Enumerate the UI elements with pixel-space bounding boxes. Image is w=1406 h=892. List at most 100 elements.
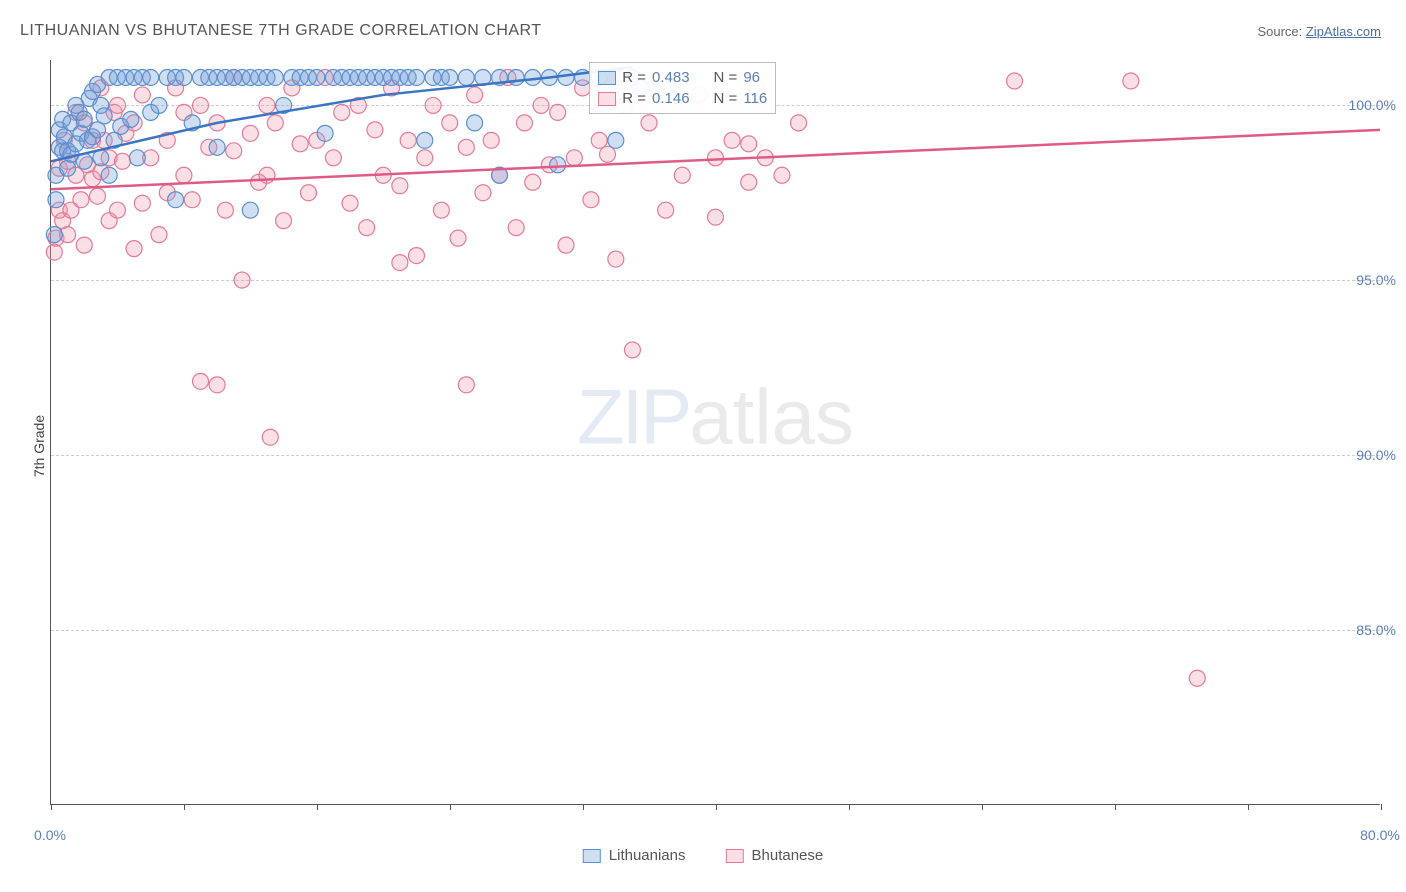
n-label: N = (714, 90, 738, 107)
scatter-point-bhutanese (1007, 73, 1023, 89)
r-value: 0.146 (652, 90, 690, 107)
scatter-point-lithuanians (442, 69, 458, 85)
scatter-point-lithuanians (467, 115, 483, 131)
plot-area: ZIPatlas R = 0.483N = 96R = 0.146N = 116 (50, 60, 1380, 805)
scatter-point-bhutanese (442, 115, 458, 131)
y-tick-label: 100.0% (1349, 97, 1396, 113)
scatter-point-bhutanese (508, 220, 524, 236)
scatter-point-bhutanese (234, 272, 250, 288)
scatter-point-bhutanese (475, 185, 491, 201)
scatter-point-bhutanese (400, 132, 416, 148)
legend-label: Bhutanese (752, 847, 824, 864)
scatter-point-lithuanians (168, 192, 184, 208)
scatter-point-bhutanese (342, 195, 358, 211)
source-link[interactable]: ZipAtlas.com (1306, 24, 1381, 39)
scatter-point-bhutanese (417, 150, 433, 166)
scatter-point-bhutanese (741, 174, 757, 190)
scatter-point-lithuanians (143, 69, 159, 85)
n-value: 96 (743, 69, 760, 86)
scatter-point-bhutanese (276, 213, 292, 229)
scatter-point-lithuanians (508, 69, 524, 85)
scatter-point-bhutanese (516, 115, 532, 131)
scatter-point-lithuanians (151, 97, 167, 113)
scatter-point-bhutanese (608, 251, 624, 267)
x-tick (849, 804, 850, 810)
x-tick (1115, 804, 1116, 810)
scatter-point-bhutanese (641, 115, 657, 131)
scatter-point-bhutanese (151, 227, 167, 243)
scatter-point-bhutanese (193, 373, 209, 389)
scatter-point-bhutanese (708, 150, 724, 166)
x-tick (716, 804, 717, 810)
scatter-point-lithuanians (101, 167, 117, 183)
x-tick (184, 804, 185, 810)
scatter-point-bhutanese (1123, 73, 1139, 89)
legend-swatch (583, 849, 601, 863)
x-tick (982, 804, 983, 810)
x-tick (583, 804, 584, 810)
y-axis-label: 7th Grade (31, 415, 47, 477)
scatter-point-bhutanese (533, 97, 549, 113)
scatter-point-bhutanese (217, 202, 233, 218)
chart-title: LITHUANIAN VS BHUTANESE 7TH GRADE CORREL… (20, 22, 542, 40)
x-tick (1248, 804, 1249, 810)
legend-swatch (726, 849, 744, 863)
scatter-point-bhutanese (134, 87, 150, 103)
scatter-point-bhutanese (292, 136, 308, 152)
scatter-point-bhutanese (300, 185, 316, 201)
source-attribution: Source: ZipAtlas.com (1257, 24, 1381, 39)
x-tick-label: 0.0% (34, 827, 66, 843)
scatter-point-bhutanese (525, 174, 541, 190)
scatter-point-bhutanese (658, 202, 674, 218)
scatter-point-lithuanians (48, 192, 64, 208)
scatter-point-bhutanese (741, 136, 757, 152)
scatter-point-bhutanese (450, 230, 466, 246)
scatter-point-lithuanians (209, 139, 225, 155)
scatter-point-lithuanians (176, 69, 192, 85)
scatter-point-lithuanians (408, 69, 424, 85)
n-value: 116 (743, 90, 767, 107)
y-tick-label: 95.0% (1356, 272, 1396, 288)
x-tick-label: 80.0% (1360, 827, 1400, 843)
scatter-point-bhutanese (90, 188, 106, 204)
swatch-lithuanians (598, 71, 616, 85)
scatter-point-bhutanese (392, 178, 408, 194)
n-label: N = (714, 69, 738, 86)
stats-legend-box: R = 0.483N = 96R = 0.146N = 116 (589, 62, 776, 114)
scatter-point-lithuanians (129, 150, 145, 166)
scatter-point-lithuanians (550, 157, 566, 173)
scatter-point-bhutanese (392, 255, 408, 271)
scatter-point-bhutanese (433, 202, 449, 218)
scatter-point-lithuanians (608, 132, 624, 148)
scatter-point-bhutanese (242, 125, 258, 141)
scatter-point-bhutanese (550, 104, 566, 120)
scatter-point-bhutanese (334, 104, 350, 120)
scatter-point-bhutanese (367, 122, 383, 138)
scatter-point-lithuanians (417, 132, 433, 148)
x-tick (51, 804, 52, 810)
scatter-point-bhutanese (73, 192, 89, 208)
scatter-point-bhutanese (109, 202, 125, 218)
r-value: 0.483 (652, 69, 690, 86)
scatter-point-bhutanese (359, 220, 375, 236)
scatter-point-bhutanese (184, 192, 200, 208)
scatter-point-bhutanese (724, 132, 740, 148)
scatter-point-bhutanese (1189, 670, 1205, 686)
x-tick (1381, 804, 1382, 810)
scatter-point-bhutanese (558, 237, 574, 253)
scatter-point-lithuanians (242, 202, 258, 218)
x-tick (450, 804, 451, 810)
scatter-point-bhutanese (674, 167, 690, 183)
scatter-point-bhutanese (109, 97, 125, 113)
swatch-bhutanese (598, 92, 616, 106)
scatter-point-bhutanese (458, 377, 474, 393)
scatter-point-lithuanians (558, 69, 574, 85)
scatter-point-bhutanese (126, 241, 142, 257)
stats-row-lithuanians: R = 0.483N = 96 (598, 67, 767, 88)
scatter-point-bhutanese (600, 146, 616, 162)
scatter-point-bhutanese (467, 87, 483, 103)
scatter-point-bhutanese (134, 195, 150, 211)
scatter-point-bhutanese (325, 150, 341, 166)
scatter-point-lithuanians (458, 69, 474, 85)
scatter-point-lithuanians (96, 108, 112, 124)
